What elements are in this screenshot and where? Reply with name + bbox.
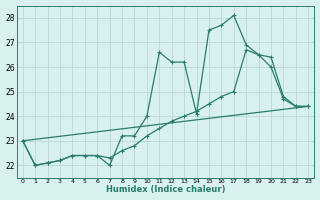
X-axis label: Humidex (Indice chaleur): Humidex (Indice chaleur) [106, 185, 225, 194]
